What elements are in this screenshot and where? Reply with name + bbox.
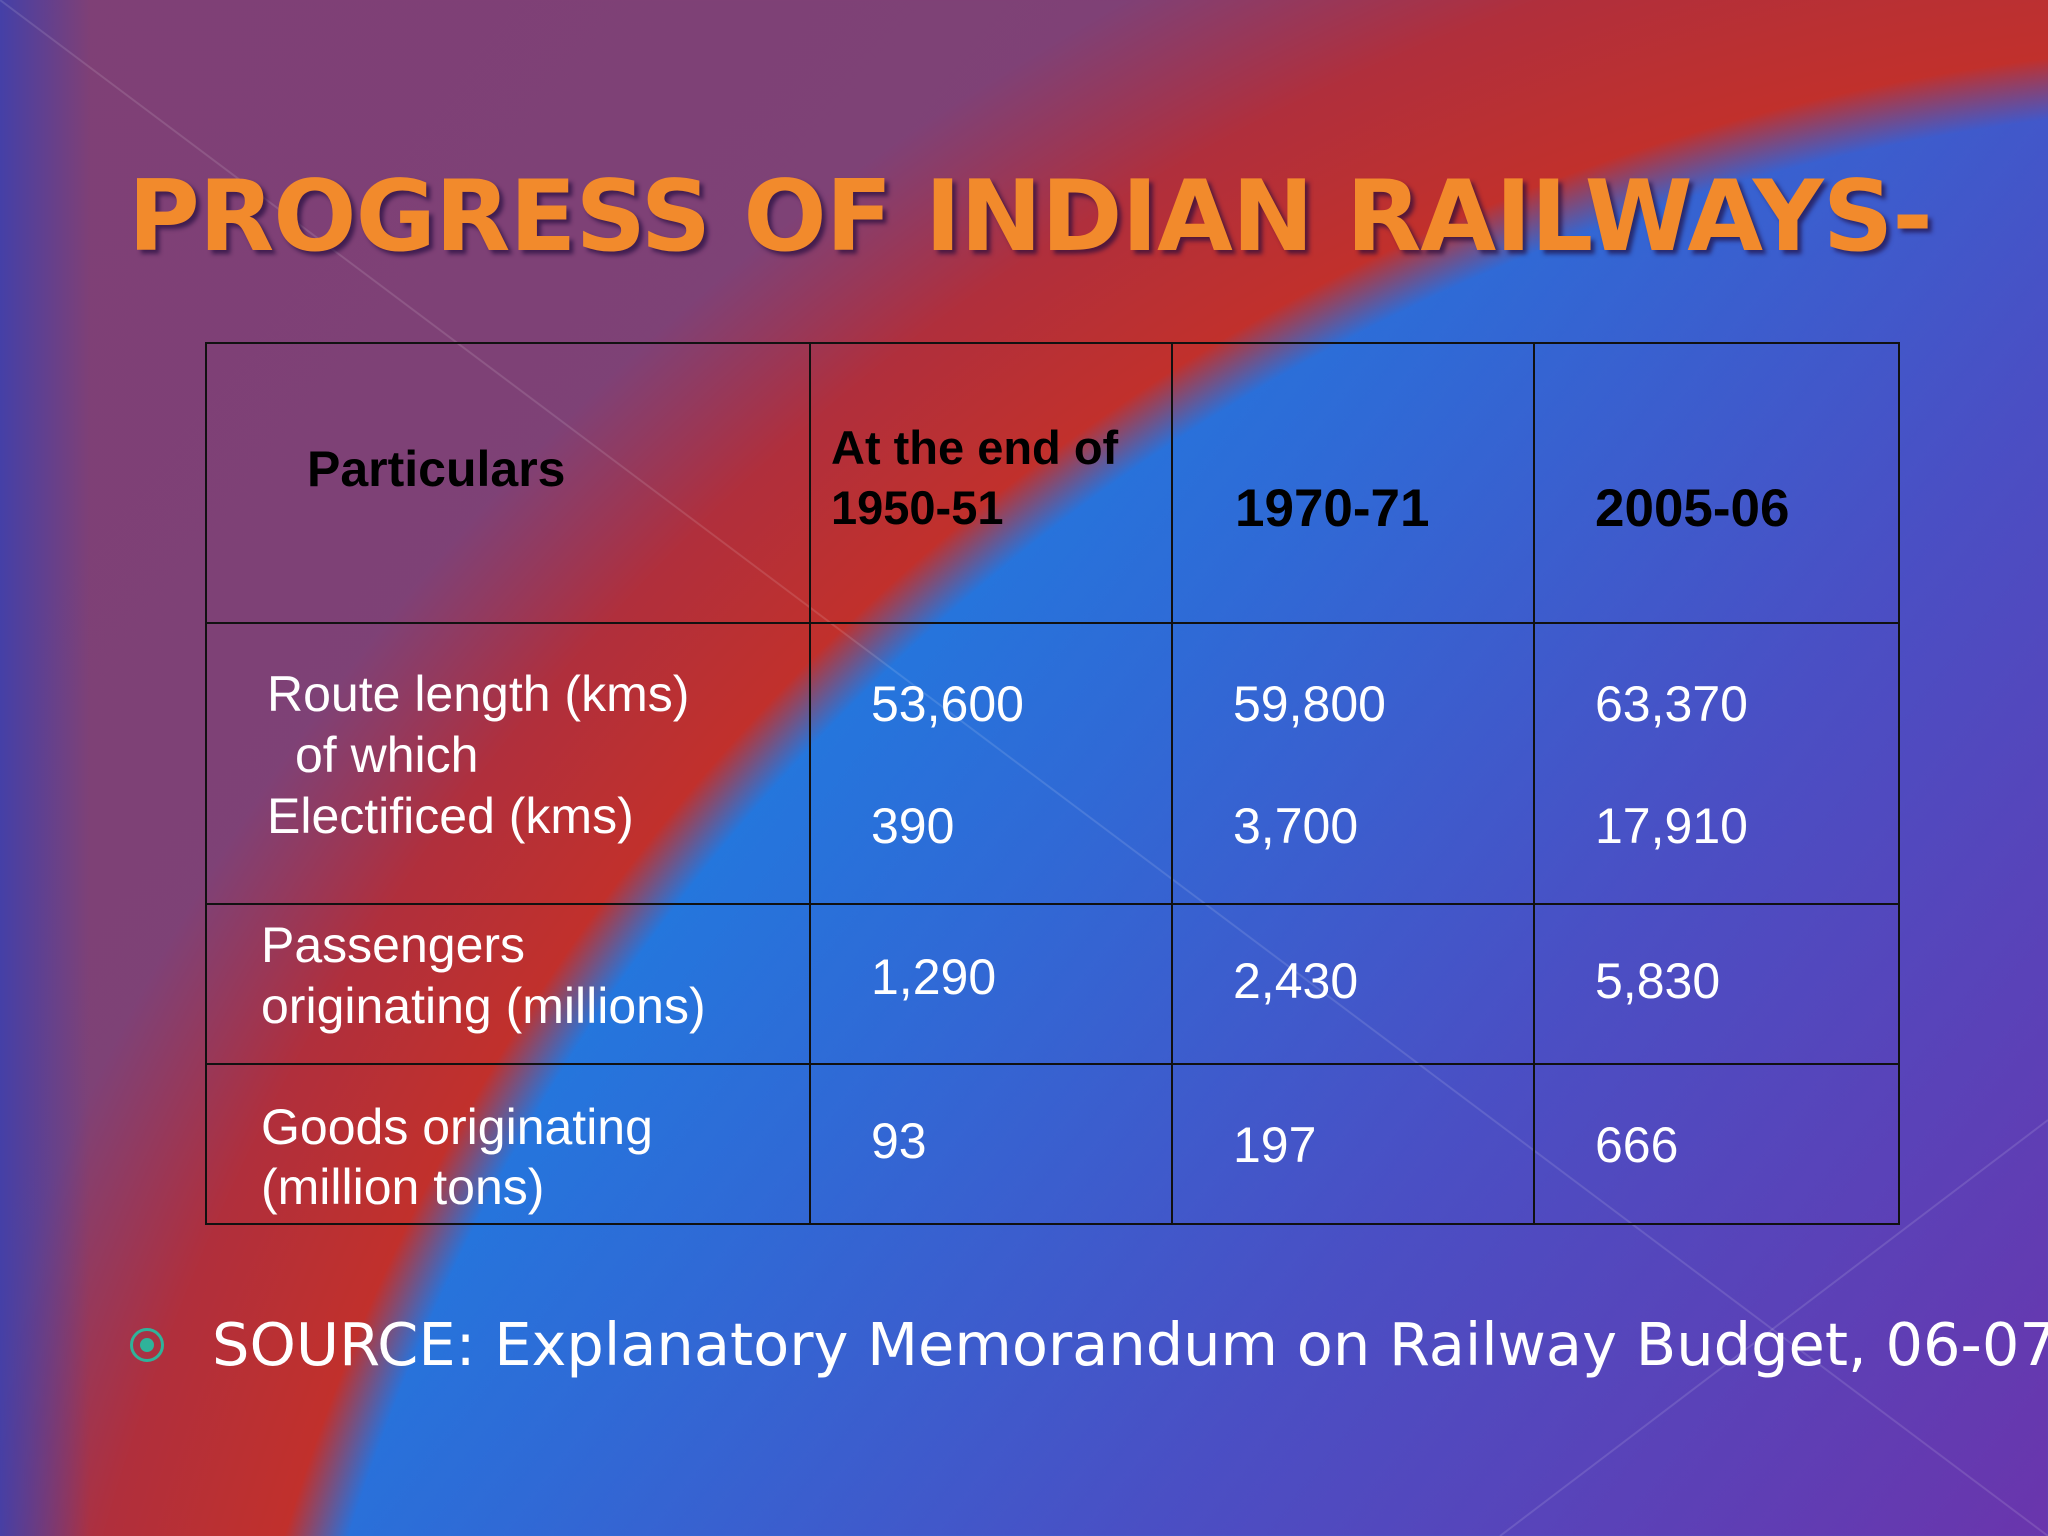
electrified-2005-value: 17,910 — [1595, 798, 1748, 854]
route-label-line1: Route length (kms) — [267, 666, 690, 722]
row-route-label-cell: Route length (kms) of which Electificed … — [205, 622, 811, 905]
row-goods-1970-cell: 197 — [1171, 1063, 1535, 1225]
source-note: SOURCE: Explanatory Memorandum on Railwa… — [130, 1310, 2048, 1379]
passengers-1970-value: 2,430 — [1233, 953, 1359, 1009]
railway-progress-table: Particulars At the end of 1950-51 1970-7… — [205, 342, 1900, 1225]
electrified-1970-value: 3,700 — [1233, 798, 1359, 854]
header-1970: 1970-71 — [1235, 479, 1430, 538]
header-1950-line2: 1950-51 — [831, 481, 1004, 534]
diagonal-line-2 — [1499, 1119, 2048, 1536]
goods-1970-value: 197 — [1233, 1117, 1317, 1173]
passengers-1950-value: 1,290 — [871, 949, 997, 1005]
left-edge-shade — [0, 0, 90, 1536]
route-1950-value: 53,600 — [871, 676, 1024, 732]
route-label-line2: of which — [295, 727, 479, 783]
header-2005-cell: 2005-06 — [1533, 342, 1900, 624]
table-row: Route length (kms) of which Electificed … — [205, 622, 1900, 905]
row-route-1970-cell: 59,800 3,700 — [1171, 622, 1535, 905]
row-passengers-label-cell: Passengers originating (millions) — [205, 903, 811, 1065]
table-row: Goods originating (million tons) 93 197 … — [205, 1063, 1900, 1225]
row-route-2005-cell: 63,370 17,910 — [1533, 622, 1900, 905]
header-1970-cell: 1970-71 — [1171, 342, 1535, 624]
route-2005-value: 63,370 — [1595, 676, 1748, 732]
row-goods-label-cell: Goods originating (million tons) — [205, 1063, 811, 1225]
route-1970-value: 59,800 — [1233, 676, 1386, 732]
source-text: SOURCE: Explanatory Memorandum on Railwa… — [212, 1310, 2048, 1379]
row-passengers-1970-cell: 2,430 — [1171, 903, 1535, 1065]
passengers-2005-value: 5,830 — [1595, 953, 1721, 1009]
header-1950-line1: At the end of — [831, 421, 1119, 474]
goods-label-line2: (million tons) — [261, 1159, 545, 1215]
circle-bullet-icon — [130, 1327, 164, 1362]
route-label-line3: Electificed (kms) — [267, 788, 634, 844]
electrified-1950-value: 390 — [871, 798, 955, 854]
row-route-1950-cell: 53,600 390 — [809, 622, 1173, 905]
header-1950-cell: At the end of 1950-51 — [809, 342, 1173, 624]
header-particulars: Particulars — [307, 441, 566, 497]
row-passengers-2005-cell: 5,830 — [1533, 903, 1900, 1065]
passengers-label-line1: Passengers — [261, 917, 526, 973]
table-row: Passengers originating (millions) 1,290 … — [205, 903, 1900, 1065]
header-2005: 2005-06 — [1595, 479, 1790, 538]
passengers-label-line2: originating (millions) — [261, 978, 706, 1034]
row-goods-1950-cell: 93 — [809, 1063, 1173, 1225]
row-passengers-1950-cell: 1,290 — [809, 903, 1173, 1065]
goods-2005-value: 666 — [1595, 1117, 1679, 1173]
row-goods-2005-cell: 666 — [1533, 1063, 1900, 1225]
table-header-row: Particulars At the end of 1950-51 1970-7… — [205, 342, 1900, 624]
goods-1950-value: 93 — [871, 1113, 927, 1169]
header-particulars-cell: Particulars — [205, 342, 811, 624]
goods-label-line1: Goods originating — [261, 1099, 653, 1155]
slide-title: PROGRESS OF INDIAN RAILWAYS- — [128, 160, 1933, 274]
